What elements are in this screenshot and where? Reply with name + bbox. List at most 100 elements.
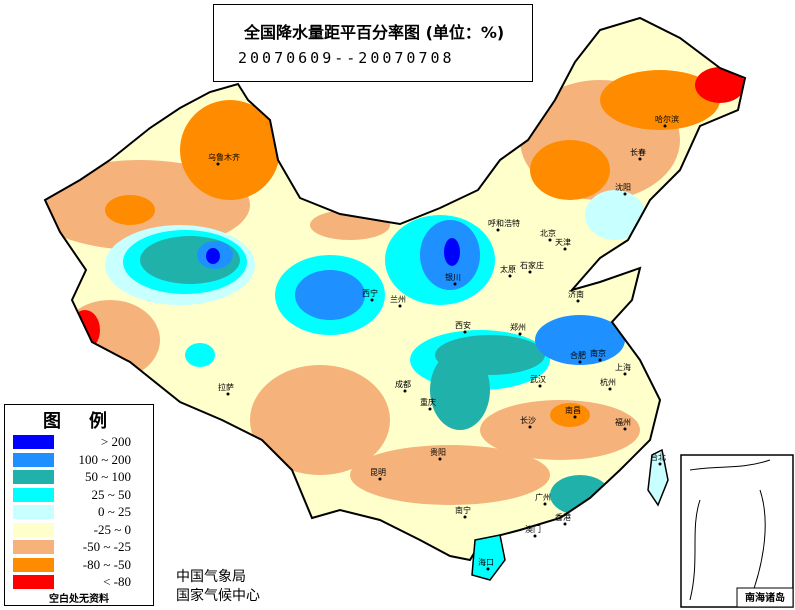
city-label: 沈阳 (615, 182, 631, 192)
city-marker (463, 330, 467, 334)
city-marker (578, 360, 582, 364)
credit-cma: 中国气象局 (176, 569, 246, 585)
legend-swatch (13, 575, 54, 589)
legend-swatch (13, 557, 54, 572)
taiwan-island (647, 448, 669, 507)
legend-swatch (13, 470, 54, 484)
no-data-note: 空白处无资料 (49, 594, 109, 605)
legend-item: -25 ~ 0 (13, 521, 151, 537)
city-marker (518, 332, 522, 336)
legend-item: < -80 (13, 574, 151, 589)
city-marker (663, 124, 667, 128)
city-label: 昆明 (370, 468, 386, 477)
city-label: 北京 (540, 228, 556, 238)
legend-swatch (13, 522, 54, 537)
legend-swatch (13, 540, 54, 554)
city-label: 合肥 (570, 350, 586, 360)
city-label: 南宁 (455, 505, 471, 515)
city-label: 广州 (535, 492, 551, 502)
legend-label: 50 ~ 100 (84, 469, 131, 484)
city-marker (486, 567, 490, 571)
credit-ncc: 国家气候中心 (176, 588, 260, 604)
city-marker (638, 157, 642, 161)
city-label: 重庆 (420, 397, 436, 407)
city-label: 南京 (590, 348, 606, 358)
legend-item: 100 ~ 200 (13, 451, 151, 467)
city-marker (438, 457, 442, 461)
city-label: 香港 (555, 512, 571, 522)
legend-item: 0 ~ 25 (13, 504, 151, 519)
legend-item: -50 ~ -25 (13, 539, 151, 554)
map-title: 全国降水量距平百分率图 (单位：%) (244, 23, 505, 42)
legend-item: 50 ~ 100 (13, 469, 151, 484)
city-marker (576, 299, 580, 303)
city-marker (533, 534, 537, 538)
city-label: 石家庄 (520, 260, 544, 270)
city-label: 上海 (615, 362, 631, 372)
city-marker (563, 522, 567, 526)
city-marker (403, 389, 407, 393)
legend-label: > 200 (100, 434, 131, 449)
city-label: 成都 (395, 379, 411, 389)
city-marker (428, 407, 432, 411)
city-label: 西宁 (362, 288, 378, 298)
legend-label: -50 ~ -25 (82, 539, 131, 554)
city-label: 福州 (615, 418, 631, 427)
city-label: 济南 (568, 289, 584, 299)
city-label: 长沙 (520, 415, 536, 425)
legend-label: < -80 (103, 574, 131, 589)
legend-item: -80 ~ -50 (13, 556, 151, 572)
city-label: 哈尔滨 (655, 114, 679, 124)
legend-label: 25 ~ 50 (91, 486, 131, 502)
city-marker (463, 515, 467, 519)
legend-label: 0 ~ 25 (97, 504, 131, 519)
city-marker (573, 415, 577, 419)
city-label: 天津 (555, 237, 571, 247)
city-marker (528, 425, 532, 429)
city-marker (548, 238, 552, 242)
city-label: 海口 (478, 557, 494, 567)
city-label: 银川 (445, 272, 461, 282)
city-marker (528, 270, 532, 274)
city-label: 长春 (630, 147, 646, 157)
city-label: 台北 (650, 452, 666, 462)
legend-item: > 200 (13, 434, 151, 449)
legend-swatch (13, 452, 54, 467)
city-marker (226, 392, 230, 396)
city-marker (496, 228, 500, 232)
city-marker (563, 247, 567, 251)
inset-coastline (689, 459, 771, 601)
city-marker (370, 298, 374, 302)
city-marker (538, 384, 542, 388)
legend-swatch (13, 435, 54, 449)
city-marker (453, 282, 457, 286)
legend-item: 25 ~ 50 (13, 486, 151, 502)
city-marker (398, 304, 402, 308)
city-label: 呼和浩特 (488, 218, 520, 228)
date-range: 20070609--20070708 (238, 49, 455, 67)
city-marker (658, 462, 662, 466)
legend-title: 图例 (43, 411, 135, 432)
city-marker (216, 162, 220, 166)
legend-swatch (13, 487, 54, 502)
city-label: 兰州 (390, 294, 406, 304)
city-marker (508, 274, 512, 278)
legend-label: -80 ~ -50 (82, 556, 131, 572)
city-label: 西安 (455, 320, 471, 330)
hainan-island (471, 534, 506, 581)
city-label: 澳门 (525, 524, 541, 534)
city-label: 乌鲁木齐 (208, 152, 240, 162)
city-marker (623, 427, 627, 431)
city-label: 武汉 (530, 374, 546, 384)
city-label: 杭州 (600, 377, 616, 387)
legend-label: 100 ~ 200 (78, 451, 131, 467)
city-marker (623, 372, 627, 376)
city-marker (378, 477, 382, 481)
city-label: 贵阳 (430, 447, 446, 457)
legend-label: -25 ~ 0 (93, 521, 131, 537)
city-marker (608, 387, 612, 391)
legend: 图例 > 200 100 ~ 200 50 ~ 100 25 ~ 50 0 ~ 25 -2… (4, 404, 154, 606)
city-marker (623, 192, 627, 196)
